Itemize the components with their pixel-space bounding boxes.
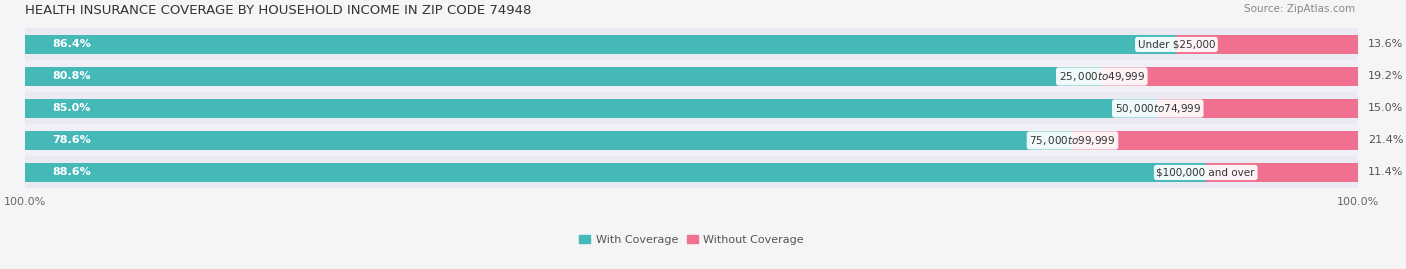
Bar [25, 34, 1177, 54]
Bar [25, 130, 1073, 150]
Text: $75,000 to $99,999: $75,000 to $99,999 [1029, 134, 1115, 147]
Text: 19.2%: 19.2% [1368, 72, 1403, 82]
Text: 21.4%: 21.4% [1368, 136, 1403, 146]
Bar [25, 125, 1358, 157]
Bar [25, 98, 1157, 118]
Text: $100,000 and over: $100,000 and over [1157, 168, 1256, 178]
Bar [1157, 98, 1358, 118]
Bar [1206, 162, 1358, 182]
Legend: With Coverage, Without Coverage: With Coverage, Without Coverage [575, 230, 808, 249]
Text: 88.6%: 88.6% [52, 168, 91, 178]
Text: $50,000 to $74,999: $50,000 to $74,999 [1115, 102, 1201, 115]
Bar [25, 162, 1206, 182]
Text: Source: ZipAtlas.com: Source: ZipAtlas.com [1244, 4, 1355, 14]
Text: 86.4%: 86.4% [52, 40, 91, 49]
Text: 78.6%: 78.6% [52, 136, 91, 146]
Text: HEALTH INSURANCE COVERAGE BY HOUSEHOLD INCOME IN ZIP CODE 74948: HEALTH INSURANCE COVERAGE BY HOUSEHOLD I… [25, 4, 531, 17]
Bar [1177, 34, 1358, 54]
Bar [25, 61, 1358, 93]
Bar [25, 93, 1358, 125]
Bar [25, 29, 1358, 61]
Text: $25,000 to $49,999: $25,000 to $49,999 [1059, 70, 1144, 83]
Text: 85.0%: 85.0% [52, 104, 90, 114]
Text: 13.6%: 13.6% [1368, 40, 1403, 49]
Bar [25, 157, 1358, 189]
Text: Under $25,000: Under $25,000 [1137, 40, 1215, 49]
Bar [1102, 66, 1358, 86]
Text: 80.8%: 80.8% [52, 72, 90, 82]
Text: 15.0%: 15.0% [1368, 104, 1403, 114]
Text: 11.4%: 11.4% [1368, 168, 1403, 178]
Bar [25, 66, 1102, 86]
Bar [1073, 130, 1358, 150]
